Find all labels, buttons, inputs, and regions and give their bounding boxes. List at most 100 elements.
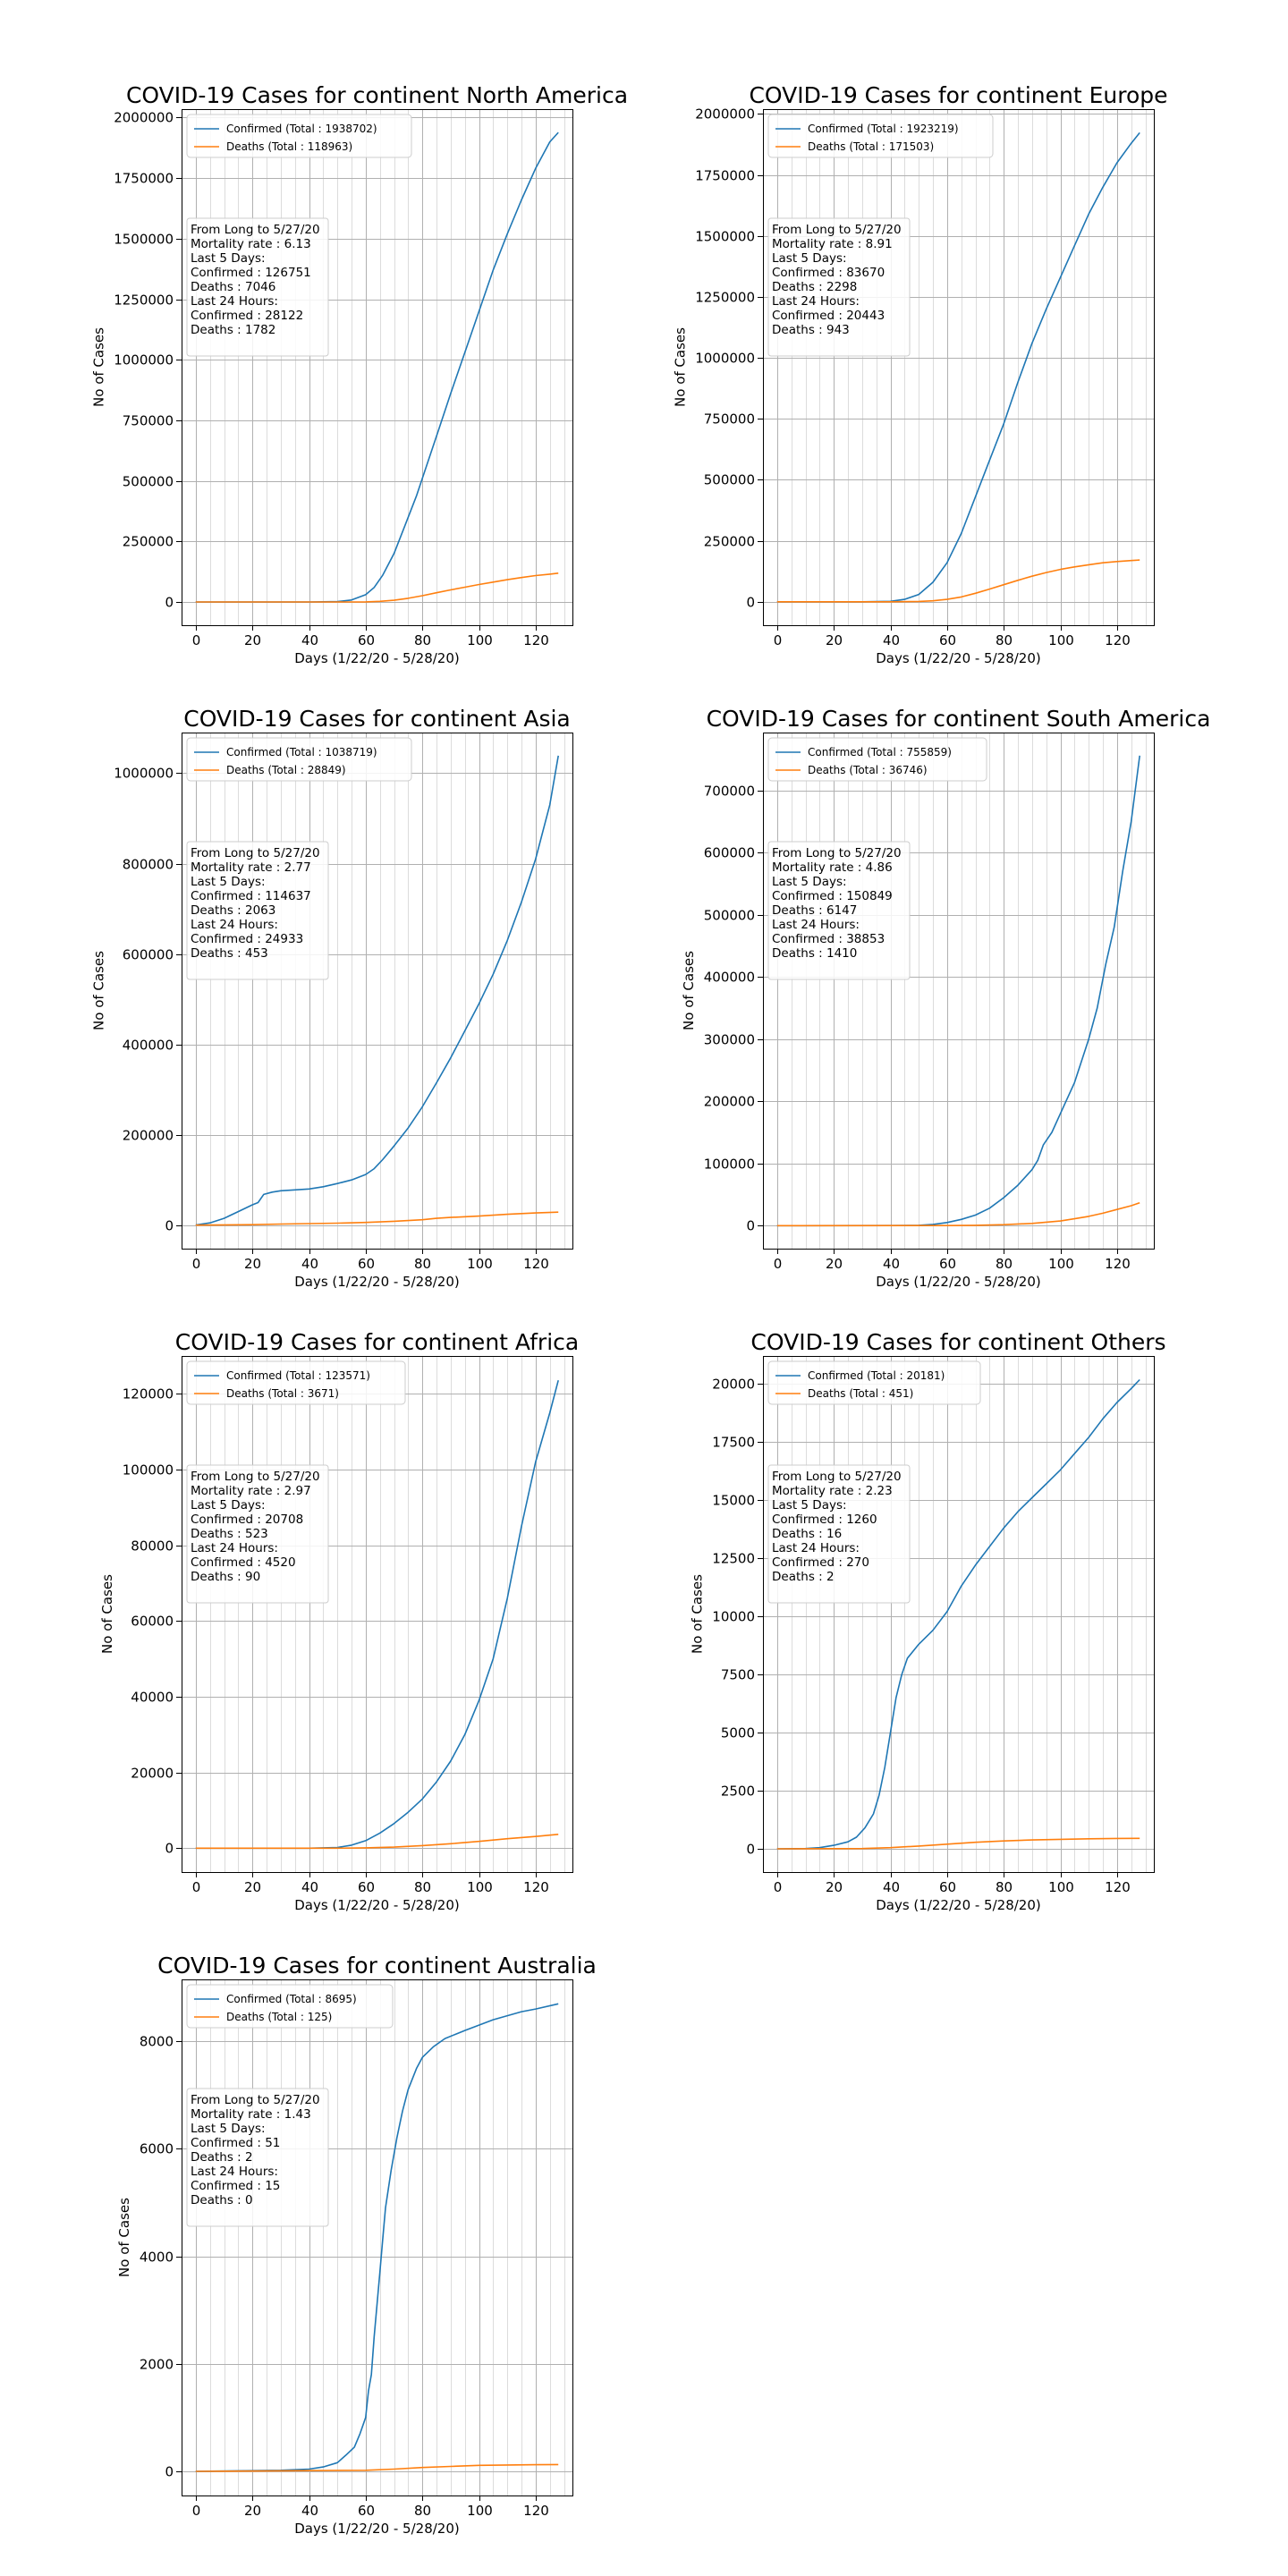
stats-line: Confirmed : 24933 — [191, 932, 303, 946]
stats-line: Last 24 Hours: — [772, 294, 860, 309]
chart-title: COVID-19 Cases for continent North Ameri… — [126, 82, 628, 108]
stats-line: Last 24 Hours: — [772, 1541, 860, 1555]
x-tick-label: 120 — [523, 1879, 549, 1895]
legend-entry: Deaths (Total : 28849) — [226, 764, 346, 776]
y-axis-label: No of Cases — [116, 2198, 132, 2277]
y-tick-label: 200000 — [123, 1128, 174, 1144]
y-tick-label: 0 — [165, 595, 174, 611]
x-tick-label: 40 — [301, 2503, 318, 2519]
deaths-series-line — [195, 1211, 559, 1226]
legend-entry: Confirmed (Total : 1038719) — [226, 746, 377, 758]
axes-frame — [182, 109, 573, 626]
stats-line: Deaths : 523 — [191, 1527, 268, 1541]
x-tick-label: 80 — [996, 632, 1013, 648]
x-axis-label: Days (1/22/20 - 5/28/20) — [876, 1274, 1041, 1290]
x-tick-label: 60 — [939, 1256, 956, 1272]
y-tick-label: 0 — [746, 595, 755, 611]
stats-line: Deaths : 16 — [772, 1527, 842, 1541]
stats-line: Confirmed : 20443 — [772, 309, 885, 323]
y-tick-label: 15000 — [712, 1493, 755, 1509]
legend-entry: Deaths (Total : 451) — [808, 1387, 913, 1400]
y-axis-label: No of Cases — [673, 327, 689, 407]
deaths-series-line — [195, 2463, 559, 2472]
chart-panel: 0 20 40 60 80 100 120 0 100000 200000 300000 400000… — [681, 706, 1210, 1290]
chart-panel: 0 20 40 60 80 100 120 0 200000 400000 600000 800000… — [91, 706, 573, 1290]
y-tick-label: 1750000 — [695, 168, 755, 184]
stats-line: Last 5 Days: — [191, 1498, 266, 1513]
stats-line: Mortality rate : 8.91 — [772, 237, 893, 251]
x-tick-label: 120 — [1105, 632, 1131, 648]
stats-line: Last 5 Days: — [772, 875, 847, 889]
x-tick-label: 60 — [358, 1879, 375, 1895]
confirmed-series-line — [195, 131, 559, 603]
stats-line: Last 5 Days: — [772, 251, 847, 266]
x-tick-label: 120 — [1105, 1879, 1131, 1895]
x-tick-label: 120 — [523, 2503, 549, 2519]
stats-line: Deaths : 2 — [191, 2150, 253, 2165]
y-tick-label: 500000 — [123, 474, 174, 490]
x-tick-label: 80 — [414, 2503, 431, 2519]
x-tick-label: 80 — [414, 632, 431, 648]
chart-panel: 0 20 40 60 80 100 120 0 2000 4000 6000 8000 COVID-19… — [116, 1953, 597, 2537]
y-tick-label: 80000 — [131, 1538, 174, 1555]
legend: Confirmed (Total : 1038719) Deaths (Total… — [186, 737, 412, 782]
legend-box — [186, 1984, 394, 2029]
y-tick-label: 2000000 — [114, 110, 174, 126]
stats-line: Mortality rate : 2.97 — [191, 1484, 311, 1498]
x-tick-label: 100 — [467, 632, 493, 648]
axes-frame — [763, 109, 1155, 626]
x-tick-label: 20 — [244, 632, 261, 648]
stats-line: Mortality rate : 2.77 — [191, 860, 311, 875]
stats-line: Last 5 Days: — [191, 251, 266, 266]
stats-line: Deaths : 1410 — [772, 946, 857, 961]
x-axis-label: Days (1/22/20 - 5/28/20) — [294, 2521, 460, 2537]
stats-line: From Long to 5/27/20 — [191, 2093, 320, 2107]
axes-frame — [763, 733, 1155, 1250]
legend: Confirmed (Total : 755859) Deaths (Total … — [767, 737, 987, 782]
x-tick-label: 0 — [774, 1879, 783, 1895]
x-tick-label: 80 — [414, 1879, 431, 1895]
y-tick-label: 5000 — [721, 1725, 755, 1741]
stats-line: Deaths : 2298 — [772, 280, 857, 294]
x-tick-label: 0 — [192, 2503, 201, 2519]
confirmed-series-line — [776, 1378, 1140, 1850]
chart-title: COVID-19 Cases for continent Asia — [183, 706, 571, 732]
stats-line: Deaths : 943 — [772, 323, 850, 337]
stats-line: Deaths : 1782 — [191, 323, 275, 337]
y-tick-label: 10000 — [712, 1609, 755, 1625]
stats-line: From Long to 5/27/20 — [772, 223, 902, 237]
stats-line: From Long to 5/27/20 — [191, 846, 320, 860]
x-tick-label: 120 — [1105, 1256, 1131, 1272]
legend-entry: Deaths (Total : 118963) — [226, 140, 352, 153]
x-tick-label: 40 — [883, 1879, 900, 1895]
y-tick-label: 500000 — [704, 472, 755, 488]
y-tick-label: 100000 — [704, 1157, 755, 1173]
stats-box — [767, 841, 911, 980]
x-tick-label: 40 — [301, 1879, 318, 1895]
x-tick-label: 40 — [301, 1256, 318, 1272]
legend-box — [186, 114, 412, 158]
stats-line: Deaths : 2 — [772, 1570, 835, 1584]
legend-entry: Confirmed (Total : 1923219) — [808, 123, 959, 135]
x-tick-label: 0 — [774, 632, 783, 648]
y-tick-label: 0 — [165, 2464, 174, 2480]
stats-line: From Long to 5/27/20 — [772, 846, 902, 860]
y-tick-label: 0 — [746, 1842, 755, 1858]
chart-title: COVID-19 Cases for continent Africa — [175, 1329, 579, 1355]
x-tick-label: 0 — [774, 1256, 783, 1272]
x-tick-label: 80 — [996, 1256, 1013, 1272]
x-tick-label: 120 — [523, 1256, 549, 1272]
deaths-series-line — [776, 1837, 1140, 1850]
stats-line: Deaths : 90 — [191, 1570, 260, 1584]
x-tick-label: 60 — [358, 632, 375, 648]
stats-box — [186, 841, 329, 980]
axes-frame — [182, 733, 573, 1250]
legend: Confirmed (Total : 8695) Deaths (Total : … — [186, 1984, 394, 2029]
x-axis-label: Days (1/22/20 - 5/28/20) — [876, 650, 1041, 666]
confirmed-series-line — [776, 755, 1140, 1227]
y-tick-label: 400000 — [704, 970, 755, 986]
x-tick-label: 40 — [883, 1256, 900, 1272]
chart-title: COVID-19 Cases for continent South Ameri… — [707, 706, 1211, 732]
